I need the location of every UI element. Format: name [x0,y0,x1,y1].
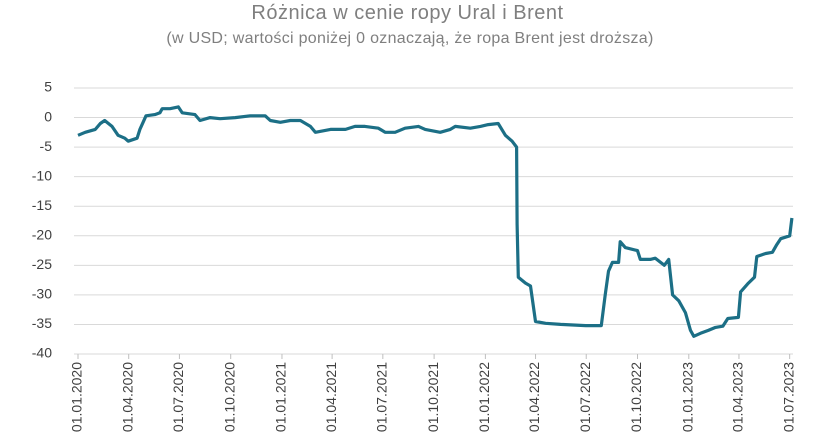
x-tick-label: 01.07.2022 [577,362,593,432]
data-line [77,105,794,338]
x-tick-label: 01.01.2023 [679,362,695,432]
y-tick-label: 0 [44,108,52,124]
x-tick-label: 01.07.2020 [170,362,186,432]
y-tick-label: -5 [40,138,53,154]
y-tick-label: -25 [32,256,52,272]
x-tick-label: 01.04.2021 [323,362,339,432]
x-tick-label: 01.10.2020 [221,362,237,432]
x-tick-label: 01.04.2020 [119,362,135,432]
x-tick-label: 01.10.2022 [628,362,644,432]
y-tick-label: -10 [32,167,52,183]
x-tick-label: 01.04.2023 [730,362,746,432]
y-tick-label: -15 [32,197,52,213]
y-tick-label: -40 [32,345,52,361]
x-tick-label: 01.01.2020 [69,362,85,432]
x-tick-label: 01.01.2021 [273,362,289,432]
x-tick-label: 01.10.2021 [425,362,441,432]
x-tick-label: 01.07.2023 [780,362,796,432]
chart-title: Różnica w cenie ropy Ural i Brent [251,2,564,24]
y-tick-label: -35 [32,315,52,331]
y-tick-label: 5 [44,79,52,95]
chart-subtitle: (w USD; wartości poniżej 0 oznaczają, że… [166,30,654,47]
y-tick-label: -20 [32,226,52,242]
x-tick-label: 01.04.2022 [526,362,542,432]
y-tick-label: -30 [32,286,52,302]
x-tick-label: 01.01.2022 [476,362,492,432]
x-tick-label: 01.07.2021 [374,362,390,432]
